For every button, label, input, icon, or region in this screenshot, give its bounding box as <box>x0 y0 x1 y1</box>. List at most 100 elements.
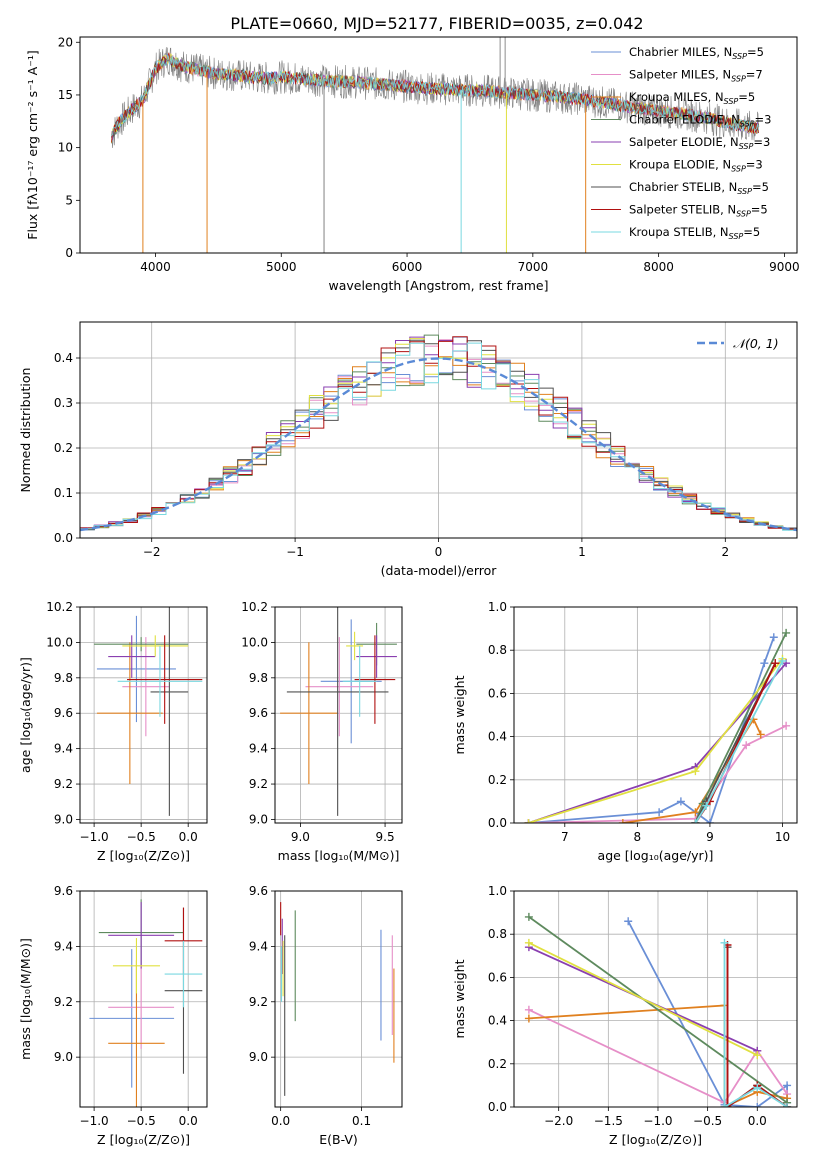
legend-entry-8: Salpeter STELIB, NSSP=5 <box>629 203 768 219</box>
x-tick-label: 0.0 <box>179 830 198 844</box>
x-tick-label: 8 <box>634 830 642 844</box>
plot-area <box>524 628 791 823</box>
axes-frame <box>513 606 798 824</box>
series-marker-9 <box>691 819 700 823</box>
y-axis-label: mass weight <box>452 675 467 754</box>
y-tick-label: 0.0 <box>54 531 73 545</box>
y-tick-label: 0.8 <box>488 927 507 941</box>
series-marker-2 <box>742 741 751 750</box>
model-line-7 <box>111 57 759 137</box>
x-axis-label: E(B-V) <box>319 1132 358 1147</box>
x-tick-label: 2 <box>721 545 729 559</box>
series-marker-4 <box>524 912 533 921</box>
y-tick-label: 10.0 <box>46 635 73 649</box>
series-line-2 <box>528 1008 788 1104</box>
legend-entry-2: Salpeter MILES, NSSP=7 <box>629 68 763 84</box>
series-marker-1 <box>655 808 664 817</box>
series-marker-3 <box>618 819 627 823</box>
plot-area <box>94 607 203 816</box>
y-axis-label: mass weight <box>452 959 467 1038</box>
series-marker-6 <box>524 819 533 823</box>
series-marker-4 <box>782 628 791 637</box>
series-marker-6 <box>524 938 533 947</box>
series-marker-1 <box>760 659 769 668</box>
series-marker-3 <box>524 1014 533 1023</box>
y-tick-label: 9.6 <box>54 884 73 898</box>
y-tick-label: 0.8 <box>488 643 507 657</box>
y-tick-label: 9.2 <box>249 777 268 791</box>
x-tick-label: 9.0 <box>291 830 310 844</box>
x-tick-label: −2.0 <box>544 1114 573 1128</box>
series-marker-2 <box>524 1005 533 1014</box>
x-tick-label: 9000 <box>769 260 800 274</box>
y-tick-label: 9.2 <box>54 995 73 1009</box>
y-axis-label: mass [log₁₀(M/M⊙)] <box>18 938 33 1060</box>
x-axis-label: wavelength [Angstrom, rest frame] <box>328 278 548 293</box>
x-tick-label: 7000 <box>518 260 549 274</box>
series-line-5 <box>528 662 787 823</box>
x-tick-label: 0.1 <box>352 1114 371 1128</box>
y-tick-label: 0.4 <box>488 730 507 744</box>
x-tick-label: 0.0 <box>748 1114 767 1128</box>
legend-entry-4: Chabrier ELODIE, NSSP=3 <box>629 113 771 129</box>
y-tick-label: 9.2 <box>249 995 268 1009</box>
axes-frame <box>274 606 403 824</box>
y-tick-label: 1.0 <box>488 600 507 614</box>
y-axis-label: Flux [fλ10⁻¹⁷ erg cm⁻² s⁻¹ A⁻¹] <box>25 50 40 239</box>
x-tick-label: −1.0 <box>80 830 109 844</box>
x-tick-label: −0.5 <box>127 830 156 844</box>
plot-area <box>524 912 792 1107</box>
y-tick-label: 9.4 <box>249 742 268 756</box>
x-tick-label: −0.5 <box>693 1114 722 1128</box>
y-tick-label: 10.2 <box>46 600 73 614</box>
y-tick-label: 1.0 <box>488 884 507 898</box>
series-marker-9 <box>778 657 787 665</box>
panel-residuals: −2 −1 0 1 2 0.0 0.1 0.2 0.3 0.4 (data-model)/error… <box>18 321 798 578</box>
y-tick-label: 0.2 <box>488 1057 507 1071</box>
series-marker-6 <box>691 767 700 776</box>
normal-curve <box>80 357 797 532</box>
legend-entry-1: Chabrier MILES, NSSP=5 <box>629 45 764 61</box>
series-line-1 <box>528 636 775 823</box>
axes-frame <box>274 890 403 1108</box>
series-marker-3 <box>691 808 700 817</box>
x-tick-label: 9 <box>706 830 714 844</box>
y-tick-label: 9.2 <box>54 777 73 791</box>
y-tick-label: 15 <box>58 88 73 102</box>
plot-area <box>280 607 397 816</box>
y-tick-label: 0.4 <box>54 351 73 365</box>
legend-normal-label: 𝒩(0, 1) <box>733 336 779 351</box>
series-marker-3 <box>756 730 765 739</box>
x-tick-label: 10 <box>775 830 790 844</box>
x-axis-label: age [log₁₀(age/yr)] <box>598 848 714 863</box>
axes-frame <box>79 890 208 1108</box>
series-line-2 <box>528 724 787 823</box>
x-tick-label: −0.5 <box>127 1114 156 1128</box>
series-marker-1 <box>753 1103 762 1107</box>
y-tick-label: 9.8 <box>54 671 73 685</box>
legend-entry-7: Chabrier STELIB, NSSP=5 <box>629 180 769 196</box>
series-line-6 <box>528 941 758 1057</box>
x-axis-label: (data-model)/error <box>381 563 498 578</box>
y-tick-label: 0.6 <box>488 686 507 700</box>
series-line-4 <box>528 916 788 1104</box>
y-tick-label: 0 <box>65 246 73 260</box>
plot-area <box>280 902 395 1096</box>
y-tick-label: 9.4 <box>54 939 73 953</box>
y-tick-label: 10 <box>58 141 73 155</box>
panel-mass-vs-Z: −1.0 −0.5 0.0 9.0 9.2 9.4 9.6 Z [log₁₀(Z/Z⊙)] ma… <box>18 884 208 1147</box>
x-tick-label: 8000 <box>643 260 674 274</box>
series-line-6 <box>528 658 784 823</box>
series-marker-1 <box>624 917 633 926</box>
y-tick-label: 0.1 <box>54 486 73 500</box>
y-tick-label: 10.2 <box>241 600 268 614</box>
series-line-9 <box>723 942 788 1107</box>
y-tick-label: 0.2 <box>488 773 507 787</box>
y-tick-label: 9.0 <box>54 812 73 826</box>
y-axis-label: Normed distribution <box>18 368 33 493</box>
x-tick-label: −1 <box>286 545 304 559</box>
series-marker-1 <box>705 819 714 823</box>
x-tick-label: 9.5 <box>376 830 395 844</box>
y-tick-label: 9.6 <box>54 706 73 720</box>
x-axis-label: Z [log₁₀(Z/Z⊙)] <box>97 848 190 863</box>
